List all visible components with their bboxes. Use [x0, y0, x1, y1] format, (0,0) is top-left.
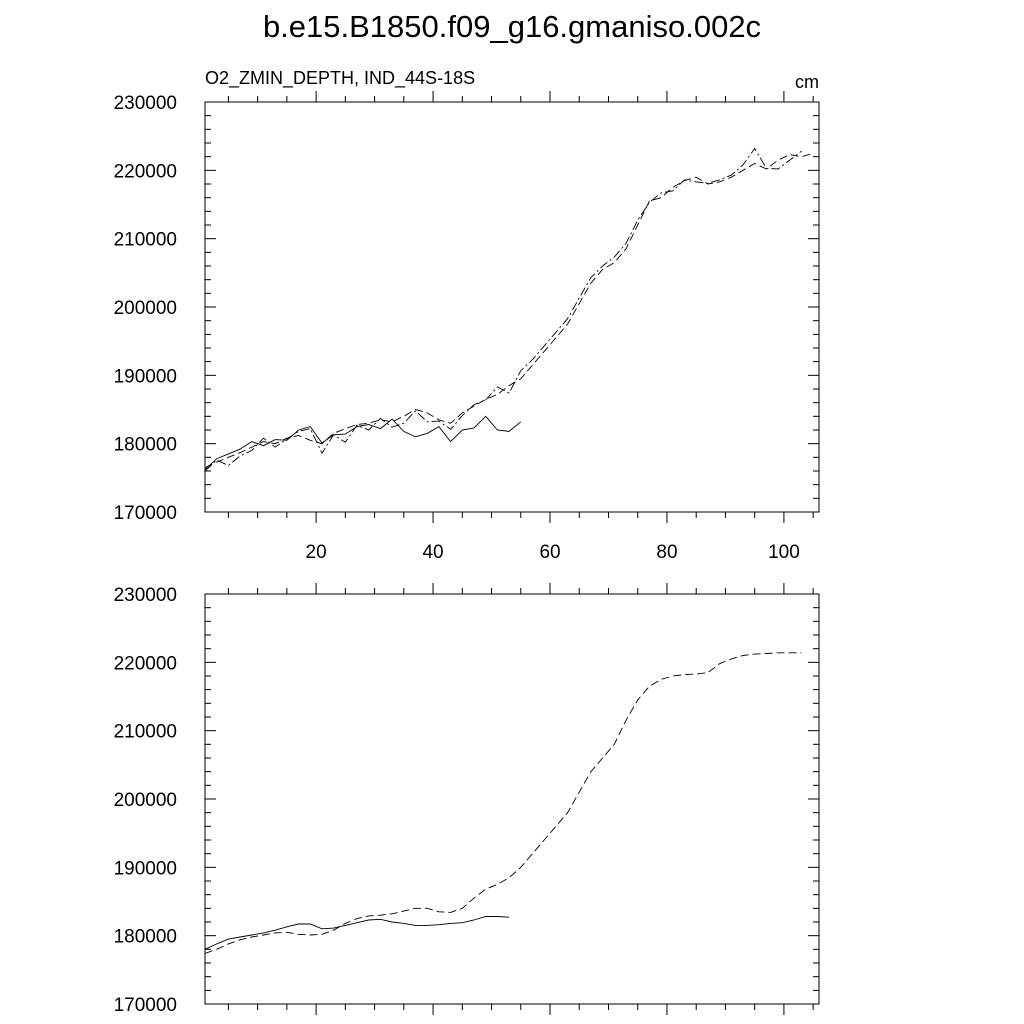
bottom-y-tick-label: 170000: [114, 995, 177, 1016]
bottom-y-tick-label: 210000: [114, 722, 177, 743]
top-series-solid: [204, 415, 522, 470]
top-x-tick-label: 20: [306, 542, 327, 563]
bottom-series-solid-smoothed: [204, 916, 510, 950]
top-x-tick-label: 80: [656, 542, 677, 563]
top-panel-frame: [204, 101, 820, 513]
top-series-dashed: [204, 152, 814, 469]
bottom-y-tick-label: 190000: [114, 858, 177, 879]
bottom-series-dashed-smoothed: [204, 652, 802, 954]
top-y-tick-label: 220000: [114, 161, 177, 182]
top-y-tick-label: 180000: [114, 435, 177, 456]
top-series-dash-dot: [204, 147, 802, 472]
bottom-y-tick-label: 230000: [114, 585, 177, 606]
top-y-tick-label: 210000: [114, 230, 177, 251]
bottom-panel: 170000 180000 190000 200000 210000 220000 2300…: [114, 583, 820, 1016]
chart-title: b.e15.B1850.f09_g16.gmaniso.002c: [263, 9, 761, 44]
top-y-tick-label: 200000: [114, 298, 177, 319]
bottom-panel-frame: [204, 593, 820, 1005]
bottom-y-tick-label: 180000: [114, 927, 177, 948]
bottom-y-tick-label: 200000: [114, 790, 177, 811]
top-x-tick-label: 40: [422, 542, 443, 563]
top-panel: O2_ZMIN_DEPTH, IND_44S-18S cm 170000 1800…: [114, 68, 820, 563]
top-y-tick-label: 190000: [114, 366, 177, 387]
top-x-tick-label: 100: [768, 542, 800, 563]
top-y-tick-label: 170000: [114, 503, 177, 524]
top-panel-units-label: cm: [795, 72, 819, 92]
top-x-tick-label: 60: [539, 542, 560, 563]
top-panel-variable-label: O2_ZMIN_DEPTH, IND_44S-18S: [205, 68, 475, 89]
bottom-y-tick-label: 220000: [114, 653, 177, 674]
top-y-tick-label: 230000: [114, 93, 177, 114]
